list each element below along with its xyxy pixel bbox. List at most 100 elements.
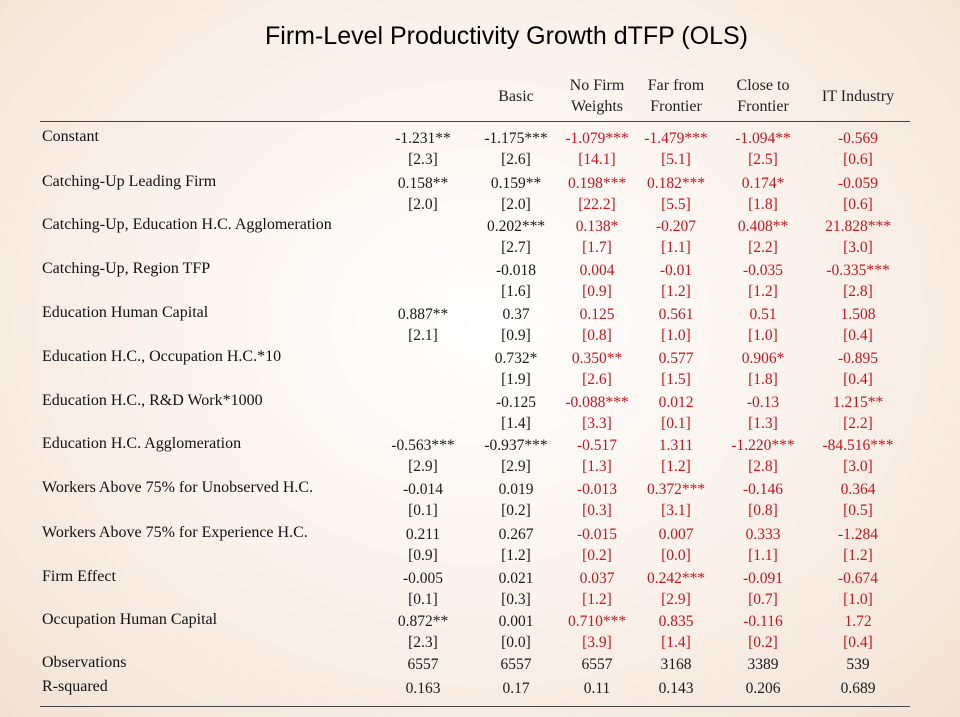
- coefficient-cell: 1.311 [1.2]: [636, 437, 716, 476]
- t-statistic: [3.0]: [843, 239, 873, 256]
- coefficient-cell: 0.561 [1.0]: [636, 306, 716, 345]
- t-statistic: [2.3]: [408, 151, 438, 168]
- row-label: Education H.C. Agglomeration: [42, 435, 242, 452]
- coefficient-cell: -0.895 [0.4]: [818, 350, 898, 389]
- table-title: Firm-Level Productivity Growth dTFP (OLS…: [265, 22, 748, 50]
- coefficient-cell: 0.202*** [2.7]: [476, 218, 556, 257]
- t-statistic: [5.1]: [661, 151, 691, 168]
- footer-value: 0.11: [583, 680, 611, 697]
- coefficient-cell: -0.01 [1.2]: [636, 262, 716, 301]
- coefficient-value: -0.014: [402, 481, 444, 498]
- coefficient-cell: 0.182*** [5.5]: [636, 175, 716, 214]
- coefficient-cell: -0.013 [0.3]: [557, 481, 637, 520]
- coefficient-value: -0.937***: [484, 437, 548, 454]
- coefficient-value: 0.198***: [567, 175, 627, 192]
- coefficient-value: -0.563***: [391, 437, 455, 454]
- coefficient-cell: -84.516*** [3.0]: [818, 437, 898, 476]
- coefficient-value: -0.116: [743, 613, 783, 630]
- t-statistic: [2.2]: [843, 415, 873, 432]
- footer-row-label: R-squared: [42, 678, 108, 695]
- footer-value: 3389: [747, 656, 779, 673]
- t-statistic: [0.2]: [748, 634, 778, 651]
- coefficient-cell: 0.004 [0.9]: [557, 262, 637, 301]
- t-statistic: [2.6]: [582, 371, 612, 388]
- header-rule: [40, 121, 910, 122]
- coefficient-value: 0.158**: [397, 175, 449, 192]
- coefficient-value: 0.710***: [567, 613, 627, 630]
- coefficient-cell: -0.035 [1.2]: [723, 262, 803, 301]
- row-label: Occupation Human Capital: [42, 611, 218, 628]
- row-label: Workers Above 75% for Experience H.C.: [42, 524, 308, 541]
- t-statistic: [1.1]: [661, 239, 691, 256]
- coefficient-value: -0.335***: [826, 262, 890, 279]
- t-statistic: [3.1]: [661, 502, 691, 519]
- t-statistic: [0.0]: [501, 634, 531, 651]
- coefficient-value: 0.872**: [397, 613, 449, 630]
- coefficient-value: 0.835: [658, 613, 694, 630]
- t-statistic: [0.1]: [408, 502, 438, 519]
- coefficient-cell: 0.007 [0.0]: [636, 526, 716, 565]
- coefficient-cell: -1.079*** [14.1]: [557, 130, 637, 169]
- t-statistic: [2.3]: [408, 634, 438, 651]
- row-label: Education H.C., R&D Work*1000: [42, 392, 263, 409]
- coefficient-value: -1.231**: [395, 130, 451, 147]
- t-statistic: [0.6]: [843, 151, 873, 168]
- t-statistic: [2.1]: [408, 327, 438, 344]
- coefficient-value: -84.516***: [822, 437, 894, 454]
- coefficient-value: 0.125: [579, 306, 615, 323]
- coefficient-cell: -0.018 [1.6]: [476, 262, 556, 301]
- coefficient-value: 0.138*: [575, 218, 619, 235]
- coefficient-value: 0.408**: [737, 218, 789, 235]
- coefficient-cell: 0.159** [2.0]: [476, 175, 556, 214]
- t-statistic: [1.0]: [748, 327, 778, 344]
- t-statistic: [0.9]: [582, 283, 612, 300]
- column-header: Far from Frontier: [647, 77, 705, 115]
- coefficient-value: -1.479***: [644, 130, 708, 147]
- coefficient-cell: -0.674 [1.0]: [818, 570, 898, 609]
- t-statistic: [0.3]: [582, 502, 612, 519]
- t-statistic: [2.0]: [408, 196, 438, 213]
- coefficient-cell: 0.577 [1.5]: [636, 350, 716, 389]
- coefficient-cell: -1.284 [1.2]: [818, 526, 898, 565]
- coefficient-cell: 0.211 [0.9]: [383, 526, 463, 565]
- t-statistic: [1.3]: [748, 415, 778, 432]
- coefficient-cell: 0.732* [1.9]: [476, 350, 556, 389]
- t-statistic: [0.8]: [582, 327, 612, 344]
- t-statistic: [0.1]: [661, 415, 691, 432]
- t-statistic: [1.2]: [501, 547, 531, 564]
- coefficient-value: 0.182***: [646, 175, 706, 192]
- footer-row-label: Observations: [42, 654, 127, 671]
- coefficient-value: 0.019: [498, 481, 534, 498]
- coefficient-value: -0.005: [402, 570, 444, 587]
- coefficient-cell: 0.710*** [3.9]: [557, 613, 637, 652]
- t-statistic: [1.1]: [748, 547, 778, 564]
- coefficient-value: -1.220***: [731, 437, 795, 454]
- coefficient-value: 1.215**: [832, 394, 884, 411]
- coefficient-value: 0.021: [498, 570, 534, 587]
- coefficient-value: -0.207: [655, 218, 697, 235]
- t-statistic: [1.0]: [661, 327, 691, 344]
- t-statistic: [2.7]: [501, 239, 531, 256]
- t-statistic: [0.2]: [582, 547, 612, 564]
- coefficient-value: -1.284: [837, 526, 879, 543]
- t-statistic: [0.3]: [501, 591, 531, 608]
- coefficient-value: -0.895: [837, 350, 879, 367]
- coefficient-value: -0.035: [742, 262, 784, 279]
- t-statistic: [2.9]: [661, 591, 691, 608]
- coefficient-value: 0.211: [405, 526, 441, 543]
- row-label: Catching-Up, Region TFP: [42, 260, 211, 277]
- coefficient-cell: 0.51 [1.0]: [723, 306, 803, 345]
- coefficient-value: -1.094**: [735, 130, 791, 147]
- coefficient-cell: -0.563*** [2.9]: [383, 437, 463, 476]
- coefficient-value: 0.174*: [741, 175, 785, 192]
- coefficient-value: 0.012: [658, 394, 694, 411]
- t-statistic: [0.5]: [843, 502, 873, 519]
- footer-value: 6557: [500, 656, 532, 673]
- t-statistic: [1.2]: [582, 591, 612, 608]
- coefficient-cell: 0.138* [1.7]: [557, 218, 637, 257]
- t-statistic: [1.4]: [661, 634, 691, 651]
- t-statistic: [1.9]: [501, 371, 531, 388]
- coefficient-cell: 0.906* [1.8]: [723, 350, 803, 389]
- t-statistic: [0.9]: [501, 327, 531, 344]
- coefficient-cell: -1.220*** [2.8]: [723, 437, 803, 476]
